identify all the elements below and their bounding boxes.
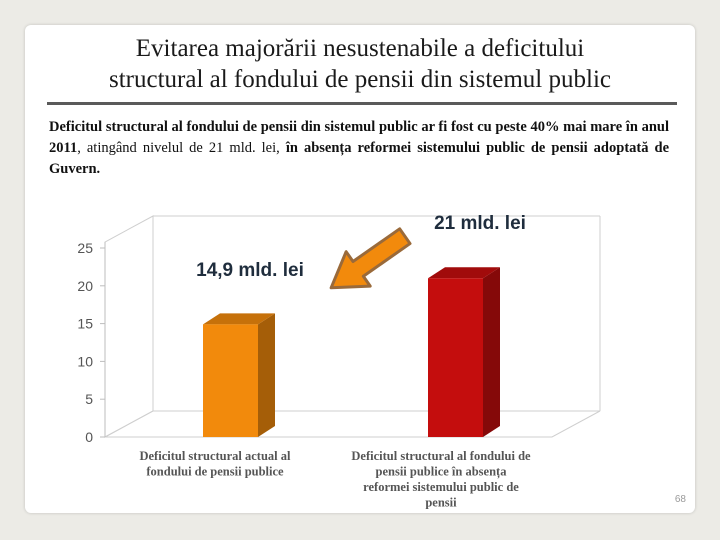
- chart-annotation: [329, 227, 412, 290]
- chart-labels: 14,9 mld. lei 21 mld. lei Deficitul struct…: [139, 213, 531, 510]
- category-label-2: pensii publice în absența: [376, 465, 508, 480]
- description-bold-2: în absența reformei sistemului public de…: [49, 140, 670, 177]
- category-label-2: reformei sistemului public de: [363, 480, 519, 494]
- arrow-shape: [329, 227, 412, 290]
- y-tick-label: 20: [77, 278, 93, 294]
- y-axis: 0 5 10 15 20 25: [77, 240, 106, 445]
- category-label-2: pensii: [425, 496, 457, 510]
- bar-2: [428, 278, 483, 437]
- bar-1: [203, 324, 258, 437]
- chart-walls: [104, 215, 601, 438]
- title-line-1: Evitarea majorării nesustenabile a defic…: [135, 35, 585, 62]
- bar-2-side: [483, 267, 500, 437]
- category-label-2: Deficitul structural al fondului de: [351, 449, 531, 463]
- description-bold-1: Deficitul structural al fondului de pens…: [49, 119, 669, 156]
- y-tick-label: 15: [77, 316, 93, 332]
- category-label-1: Deficitul structural actual al: [139, 449, 291, 463]
- bar-2-top: [428, 267, 500, 279]
- y-tick-label: 5: [85, 391, 93, 407]
- bar-1-side: [258, 313, 275, 437]
- title-line-2: structural al fondului de pensii din sis…: [108, 66, 611, 93]
- data-label-2: 21 mld. lei: [434, 213, 526, 234]
- data-label-1: 14,9 mld. lei: [196, 260, 304, 281]
- category-label-1: fondului de pensii publice: [146, 465, 284, 479]
- page-number: 68: [674, 494, 686, 505]
- slide: Evitarea majorării nesustenabile a defic…: [25, 25, 695, 513]
- chart-bars: [203, 267, 500, 437]
- title-divider: [47, 102, 677, 105]
- floor: [104, 410, 601, 438]
- y-tick-label: 10: [77, 353, 93, 369]
- description-regular: , atingând nivelul de 21 mld. lei,: [77, 140, 286, 156]
- bar-1-top: [203, 313, 275, 325]
- y-tick-label: 0: [85, 429, 93, 445]
- side-wall: [104, 215, 154, 438]
- slide-title: Evitarea majorării nesustenabile a defic…: [25, 33, 695, 95]
- slide-description: Deficitul structural al fondului de pens…: [49, 117, 669, 180]
- y-tick-label: 25: [77, 240, 93, 256]
- arrow-icon: [329, 227, 412, 290]
